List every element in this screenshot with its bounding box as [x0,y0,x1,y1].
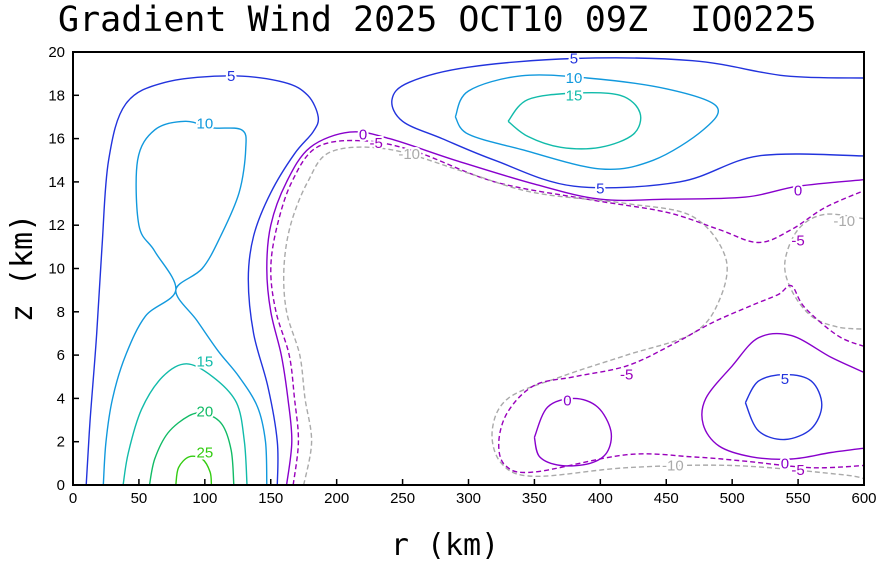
x-tick-label: 500 [720,490,745,507]
y-tick-label: 12 [48,217,65,234]
contour-line-level-15 [122,363,248,486]
contour-line-level-20 [148,412,235,486]
x-tick-label: 400 [588,490,613,507]
y-axis-label: z (km) [5,214,40,322]
y-tick-label: 6 [57,347,65,364]
x-axis-ticks: 0 50 100 150 200 250 300 350 400 450 500 550 600 [69,479,877,507]
y-tick-label: 16 [48,131,65,148]
y-axis-ticks: 0 2 4 6 8 10 12 14 16 18 20 [48,44,79,494]
y-tick-label: 20 [48,44,65,61]
x-tick-label: 600 [851,490,876,507]
y-tick-label: 14 [48,174,65,191]
contour-line-level-10 [454,74,720,171]
x-tick-label: 300 [456,490,481,507]
x-tick-label: 250 [390,490,415,507]
contour-label: 5 [570,50,578,67]
contour-label: 15 [196,354,213,371]
contour-line-level-0 [701,332,865,460]
x-tick-label: 150 [258,490,283,507]
contour-label: 15 [566,87,583,104]
contour-label: -10 [662,458,684,475]
y-tick-label: 2 [57,434,65,451]
contour-label: 5 [227,68,235,85]
contour-line-level-5 [391,57,865,189]
contour-line-level-0 [533,397,613,467]
contour-label: -5 [620,367,633,384]
x-tick-label: 550 [786,490,811,507]
contour-label: -5 [791,232,804,249]
contour-line-level-5 [744,373,823,441]
x-tick-label: 200 [324,490,349,507]
contour-label: 20 [196,403,213,420]
contour-line-level--5 [270,139,865,486]
contour-lines [85,57,865,486]
y-tick-label: 4 [57,390,65,407]
contour-line-level-15 [507,91,642,150]
contour-label: -5 [791,462,804,479]
contour-label: 0 [359,126,367,143]
contour-label: -10 [833,213,855,230]
x-tick-label: 0 [69,490,77,507]
contour-label: 25 [196,445,213,462]
x-tick-label: 50 [131,490,148,507]
chart-title: Gradient Wind 2025 OCT10 09Z IO0225 [58,0,817,40]
contour-line-level-5 [85,75,320,486]
y-tick-label: 10 [48,261,65,278]
contour-line-level--10 [282,146,865,486]
contour-label: 5 [781,371,789,388]
y-tick-label: 18 [48,87,65,104]
contour-label: 10 [196,115,213,132]
contour-label: 0 [781,455,789,472]
contour-label: 0 [563,393,571,410]
contour-label: -10 [398,146,420,163]
contour-label: 10 [566,70,583,87]
x-tick-label: 450 [654,490,679,507]
contour-line-level-0 [266,131,865,486]
contour-label: -5 [370,135,383,152]
x-tick-label: 100 [192,490,217,507]
y-tick-label: 0 [57,477,65,494]
plot-frame [72,51,865,486]
contour-label: 5 [596,180,604,197]
contour-line-level--10 [783,213,865,330]
x-tick-label: 350 [522,490,547,507]
contour-line-level--5 [498,284,865,474]
contour-line-level-10 [102,120,268,486]
x-axis-label: r (km) [391,528,499,561]
contour-line-level-25 [175,455,213,486]
y-tick-label: 8 [57,304,65,321]
contour-label: 0 [794,183,802,200]
